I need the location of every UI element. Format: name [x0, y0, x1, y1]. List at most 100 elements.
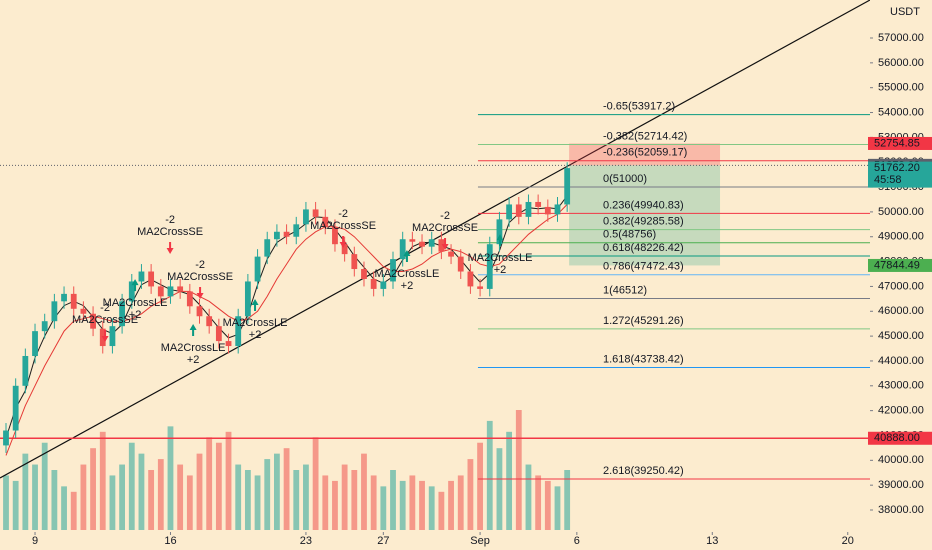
candle-body	[206, 316, 213, 327]
candle-body	[22, 355, 29, 386]
fib-label: 0.618(48226.42)	[603, 242, 684, 254]
axes: 38000.0039000.0040000.0041000.0042000.00…	[32, 3, 932, 547]
volume-bar	[554, 486, 561, 530]
price-tag-label: 52754.85	[874, 137, 920, 149]
y-tick-label: 47000.00	[878, 280, 924, 292]
price-tag-label: 51762.20	[874, 162, 920, 174]
y-tick-label: 42000.00	[878, 405, 924, 417]
fib-label: -0.236(52059.17)	[603, 147, 687, 159]
volume-bar	[148, 470, 155, 530]
candle-body	[254, 256, 261, 282]
volume-bar	[370, 475, 377, 530]
volume-bar	[564, 470, 571, 530]
signal-qty: +2	[187, 354, 200, 366]
candle-body	[332, 226, 338, 245]
volume-bar	[303, 464, 309, 530]
y-tick-label: 45000.00	[878, 330, 924, 342]
price-tag	[868, 161, 932, 188]
fib-label: 2.618(39250.42)	[603, 465, 684, 477]
x-tick-label: 13	[706, 535, 718, 547]
x-tick-label: Sep	[470, 535, 490, 547]
volume-bar	[12, 480, 19, 530]
candle-body	[283, 231, 290, 237]
volume-bar	[467, 459, 474, 530]
price-axis	[870, 0, 932, 550]
y-tick-label: 49000.00	[878, 231, 924, 243]
signal-name: MA2CrossLE	[468, 252, 533, 264]
candle-body	[3, 430, 9, 446]
candle-body	[486, 244, 493, 289]
volume-bar	[244, 470, 251, 530]
x-tick-label: 23	[300, 535, 312, 547]
signal-qty: +2	[249, 329, 262, 341]
signal-name: MA2CrossSE	[412, 222, 478, 234]
price-tag	[868, 431, 932, 445]
volume-bar	[138, 453, 145, 530]
volume-bar	[486, 420, 493, 530]
volume-bar	[109, 475, 116, 530]
volume-bar	[428, 486, 435, 530]
candle-body	[390, 259, 396, 282]
signal-arrow	[403, 250, 411, 263]
y-tick-label: 43000.00	[878, 380, 924, 392]
candle-body	[409, 239, 416, 242]
signal-arrow	[196, 286, 204, 299]
candle-body	[370, 278, 377, 289]
signal-qty: -2	[338, 208, 348, 220]
candle-body	[515, 204, 522, 217]
volume-bar	[535, 475, 542, 530]
signal-arrow	[496, 234, 504, 247]
candle-body	[293, 224, 300, 237]
x-tick-label: 6	[574, 535, 580, 547]
volume-bar	[99, 431, 106, 530]
volume-bar	[3, 475, 9, 530]
candle-body	[264, 239, 271, 257]
fib-label: 1.272(45291.26)	[603, 315, 684, 327]
volume-bar	[419, 480, 425, 530]
volume-bar	[235, 464, 242, 530]
fib-label: 0.382(49285.58)	[603, 216, 684, 228]
y-tick-label: 54000.00	[878, 106, 924, 118]
volume-bar	[515, 410, 522, 530]
candle-body	[380, 281, 387, 289]
candle-body	[138, 271, 145, 282]
fib-label: 0(51000)	[603, 173, 647, 185]
volume-bar	[380, 486, 387, 530]
signal-arrow	[339, 236, 347, 249]
volume-bar	[254, 475, 261, 530]
volume-bar	[390, 470, 396, 530]
y-tick-label: 44000.00	[878, 355, 924, 367]
volume-bar	[457, 475, 464, 530]
signal-qty: -2	[195, 259, 205, 271]
candle-body	[351, 254, 358, 270]
candle-body	[41, 321, 48, 332]
candle-body	[428, 239, 435, 247]
candle-body	[215, 326, 222, 342]
candle-body	[70, 293, 77, 309]
signal-qty: -2	[440, 210, 450, 222]
volume-bar	[119, 464, 126, 530]
volume-bar	[51, 470, 58, 530]
candle-body	[61, 293, 67, 302]
volume-bar	[196, 453, 203, 530]
volume-bar	[341, 464, 348, 530]
candle-body	[322, 216, 329, 227]
candle-body	[157, 286, 164, 297]
signal-name: MA2CrossLE	[103, 297, 168, 309]
volume-bar	[506, 431, 513, 530]
volume-bar	[177, 464, 184, 530]
candle-body	[225, 341, 232, 347]
signal-arrow	[189, 324, 197, 337]
volume-bar	[264, 459, 271, 530]
fib-label: 0.236(49940.83)	[603, 199, 684, 211]
candle-body	[32, 331, 38, 356]
signal-arrow	[101, 329, 109, 342]
volume-bar	[477, 442, 483, 530]
volume-bar	[32, 464, 38, 530]
price-tag-countdown: 45:58	[874, 174, 902, 186]
price-tag-label: 40888.00	[874, 432, 920, 444]
signal-qty: -2	[165, 214, 175, 226]
volume-bar	[399, 480, 406, 530]
y-tick-label: 55000.00	[878, 82, 924, 94]
signal-arrow	[166, 242, 174, 255]
